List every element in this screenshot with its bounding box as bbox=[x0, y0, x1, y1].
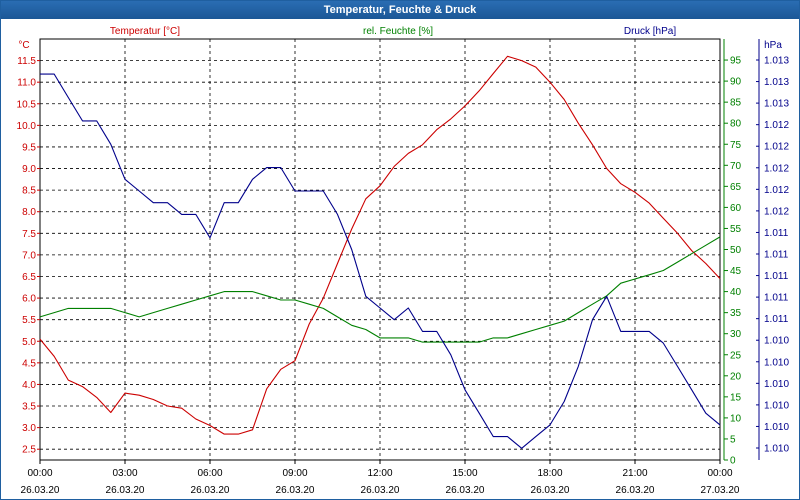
x-tick-time: 03:00 bbox=[112, 468, 137, 479]
temperature-tick-label: 4.5 bbox=[22, 358, 36, 369]
temperature-tick-label: 9.0 bbox=[22, 164, 36, 175]
temperature-tick-label: 9.5 bbox=[22, 142, 36, 153]
axes: 2.5 3.0 3.5 4.0 4.5 5.0 5.5 6.0 6.5 7.0 7.5 8.0 8.5 9… bbox=[17, 39, 789, 496]
pressure-tick-label: 1.010 bbox=[764, 357, 789, 368]
x-tick-date: 26.03.20 bbox=[616, 485, 655, 496]
x-tick-date: 26.03.20 bbox=[276, 485, 315, 496]
temperature-tick-label: 5.0 bbox=[22, 337, 36, 348]
pressure-tick-label: 1.012 bbox=[764, 142, 789, 153]
pressure-tick-label: 1.012 bbox=[764, 206, 789, 217]
pressure-tick-label: 1.013 bbox=[764, 56, 789, 67]
pressure-tick-label: 1.011 bbox=[764, 271, 789, 282]
x-tick-time: 18:00 bbox=[537, 468, 562, 479]
temperature-axis-title: Temperatur [°C] bbox=[110, 26, 180, 37]
humidity-tick-label: 95 bbox=[730, 56, 742, 67]
pressure-unit-label: hPa bbox=[764, 40, 782, 51]
x-tick-time: 00:00 bbox=[707, 468, 732, 479]
temperature-tick-label: 11.0 bbox=[17, 78, 36, 89]
temperature-tick-label: 2.5 bbox=[22, 445, 36, 456]
x-tick-date: 27.03.20 bbox=[701, 485, 740, 496]
temperature-tick-label: 6.0 bbox=[22, 294, 36, 305]
x-tick-date: 26.03.20 bbox=[531, 485, 570, 496]
window-title: Temperatur, Feuchte & Druck bbox=[1, 1, 799, 19]
humidity-tick-label: 45 bbox=[730, 266, 742, 277]
x-tick-date: 26.03.20 bbox=[446, 485, 485, 496]
temperature-tick-label: 6.5 bbox=[22, 272, 36, 283]
temperature-unit-label: °C bbox=[18, 40, 29, 51]
series-lines bbox=[39, 55, 721, 449]
humidity-tick-label: 15 bbox=[730, 392, 742, 403]
pressure-tick-label: 1.013 bbox=[764, 99, 789, 110]
x-tick-time: 06:00 bbox=[197, 468, 222, 479]
humidity-tick-label: 85 bbox=[730, 98, 742, 109]
temperature-tick-label: 7.0 bbox=[22, 250, 36, 261]
pressure-series-line bbox=[40, 73, 721, 449]
pressure-tick-label: 1.010 bbox=[764, 444, 789, 455]
humidity-tick-label: 40 bbox=[730, 287, 742, 298]
temperature-series-line bbox=[39, 55, 721, 435]
humidity-tick-label: 0 bbox=[730, 456, 736, 467]
temperature-tick-label: 10.5 bbox=[17, 99, 37, 110]
humidity-tick-label: 60 bbox=[730, 203, 742, 214]
x-tick-date: 26.03.20 bbox=[21, 485, 60, 496]
humidity-tick-label: 55 bbox=[730, 224, 742, 235]
pressure-tick-label: 1.011 bbox=[764, 314, 789, 325]
x-tick-time: 15:00 bbox=[452, 468, 477, 479]
pressure-tick-label: 1.010 bbox=[764, 379, 789, 390]
humidity-tick-label: 70 bbox=[730, 161, 742, 172]
humidity-tick-label: 65 bbox=[730, 182, 742, 193]
x-tick-date: 26.03.20 bbox=[361, 485, 400, 496]
temperature-tick-label: 3.5 bbox=[22, 402, 36, 413]
temperature-tick-label: 11.5 bbox=[17, 56, 36, 67]
humidity-tick-label: 25 bbox=[730, 350, 742, 361]
temperature-tick-label: 4.0 bbox=[22, 380, 36, 391]
x-tick-date: 26.03.20 bbox=[191, 485, 230, 496]
humidity-series-line bbox=[39, 236, 721, 343]
pressure-tick-label: 1.012 bbox=[764, 120, 789, 131]
pressure-tick-label: 1.013 bbox=[764, 77, 789, 88]
pressure-tick-label: 1.011 bbox=[764, 228, 789, 239]
x-tick-date: 26.03.20 bbox=[106, 485, 145, 496]
pressure-tick-label: 1.011 bbox=[764, 250, 789, 261]
humidity-tick-label: 5 bbox=[730, 434, 736, 445]
temperature-tick-label: 3.0 bbox=[22, 423, 36, 434]
humidity-axis-title: rel. Feuchte [%] bbox=[363, 26, 433, 37]
temperature-tick-label: 8.0 bbox=[22, 207, 36, 218]
x-tick-time: 09:00 bbox=[282, 468, 307, 479]
pressure-tick-label: 1.011 bbox=[764, 293, 789, 304]
temperature-tick-label: 5.5 bbox=[22, 315, 36, 326]
humidity-tick-label: 10 bbox=[730, 413, 742, 424]
pressure-tick-label: 1.010 bbox=[764, 336, 789, 347]
x-tick-time: 12:00 bbox=[367, 468, 392, 479]
temperature-tick-label: 7.5 bbox=[22, 229, 36, 240]
humidity-tick-label: 20 bbox=[730, 371, 742, 382]
pressure-tick-label: 1.010 bbox=[764, 400, 789, 411]
temperature-tick-label: 10.0 bbox=[17, 121, 37, 132]
pressure-tick-label: 1.010 bbox=[764, 422, 789, 433]
humidity-tick-label: 75 bbox=[730, 140, 742, 151]
grid bbox=[39, 38, 721, 461]
humidity-tick-label: 35 bbox=[730, 308, 742, 319]
x-tick-time: 00:00 bbox=[27, 468, 52, 479]
temperature-tick-label: 8.5 bbox=[22, 186, 36, 197]
humidity-tick-label: 90 bbox=[730, 77, 742, 88]
humidity-tick-label: 30 bbox=[730, 329, 742, 340]
humidity-tick-label: 80 bbox=[730, 119, 742, 130]
pressure-axis-title: Druck [hPa] bbox=[624, 26, 676, 37]
humidity-tick-label: 50 bbox=[730, 245, 742, 256]
pressure-tick-label: 1.012 bbox=[764, 185, 789, 196]
pressure-tick-label: 1.012 bbox=[764, 163, 789, 174]
x-tick-time: 21:00 bbox=[622, 468, 647, 479]
